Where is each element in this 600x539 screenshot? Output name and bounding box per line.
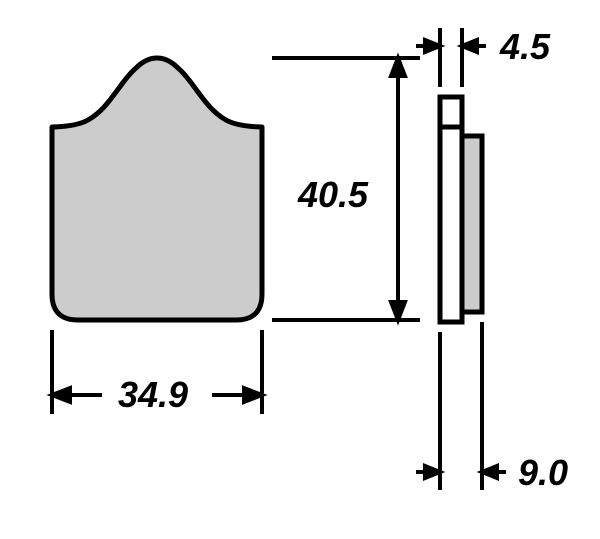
thickness-top-label: 4.5 bbox=[500, 26, 550, 68]
side-view bbox=[440, 97, 482, 322]
pad-outline bbox=[52, 58, 262, 320]
width-label: 34.9 bbox=[118, 374, 188, 416]
front-view bbox=[52, 58, 262, 320]
thickness-bottom-dimension bbox=[416, 322, 506, 490]
side-plate bbox=[440, 97, 462, 322]
height-label: 40.5 bbox=[298, 174, 368, 216]
drawing-svg bbox=[0, 0, 600, 539]
side-pad bbox=[462, 136, 482, 312]
thickness-bottom-label: 9.0 bbox=[518, 452, 568, 494]
technical-drawing: 34.9 40.5 4.5 9.0 bbox=[0, 0, 600, 539]
thickness-top-dimension bbox=[416, 28, 486, 87]
